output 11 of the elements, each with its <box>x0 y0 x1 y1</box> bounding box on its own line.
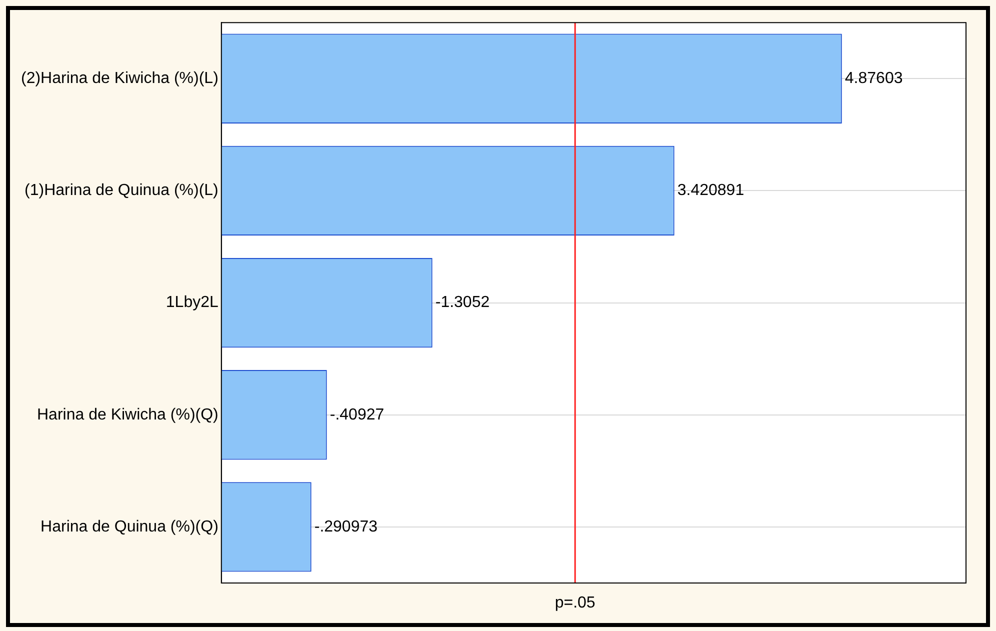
text: 4.87603 <box>844 70 903 88</box>
annotation: -.290973 <box>314 518 378 536</box>
y-tick-label: (2)Harina de Kiwicha (%)(L) <box>21 70 218 88</box>
y-tick-label: Harina de Kiwicha (%)(Q) <box>37 406 218 424</box>
annotation: -1.3052 <box>435 294 490 312</box>
annotation: -.40927 <box>330 406 384 424</box>
ref-line-label: p=.05 <box>554 594 596 612</box>
y-tick-label: (1)Harina de Quinua (%)(L) <box>24 182 218 200</box>
y-tick-label: Harina de Quinua (%)(Q) <box>40 518 218 536</box>
annotation: 3.420891 <box>677 182 744 200</box>
y-tick-label: 1Lby2L <box>166 294 218 312</box>
